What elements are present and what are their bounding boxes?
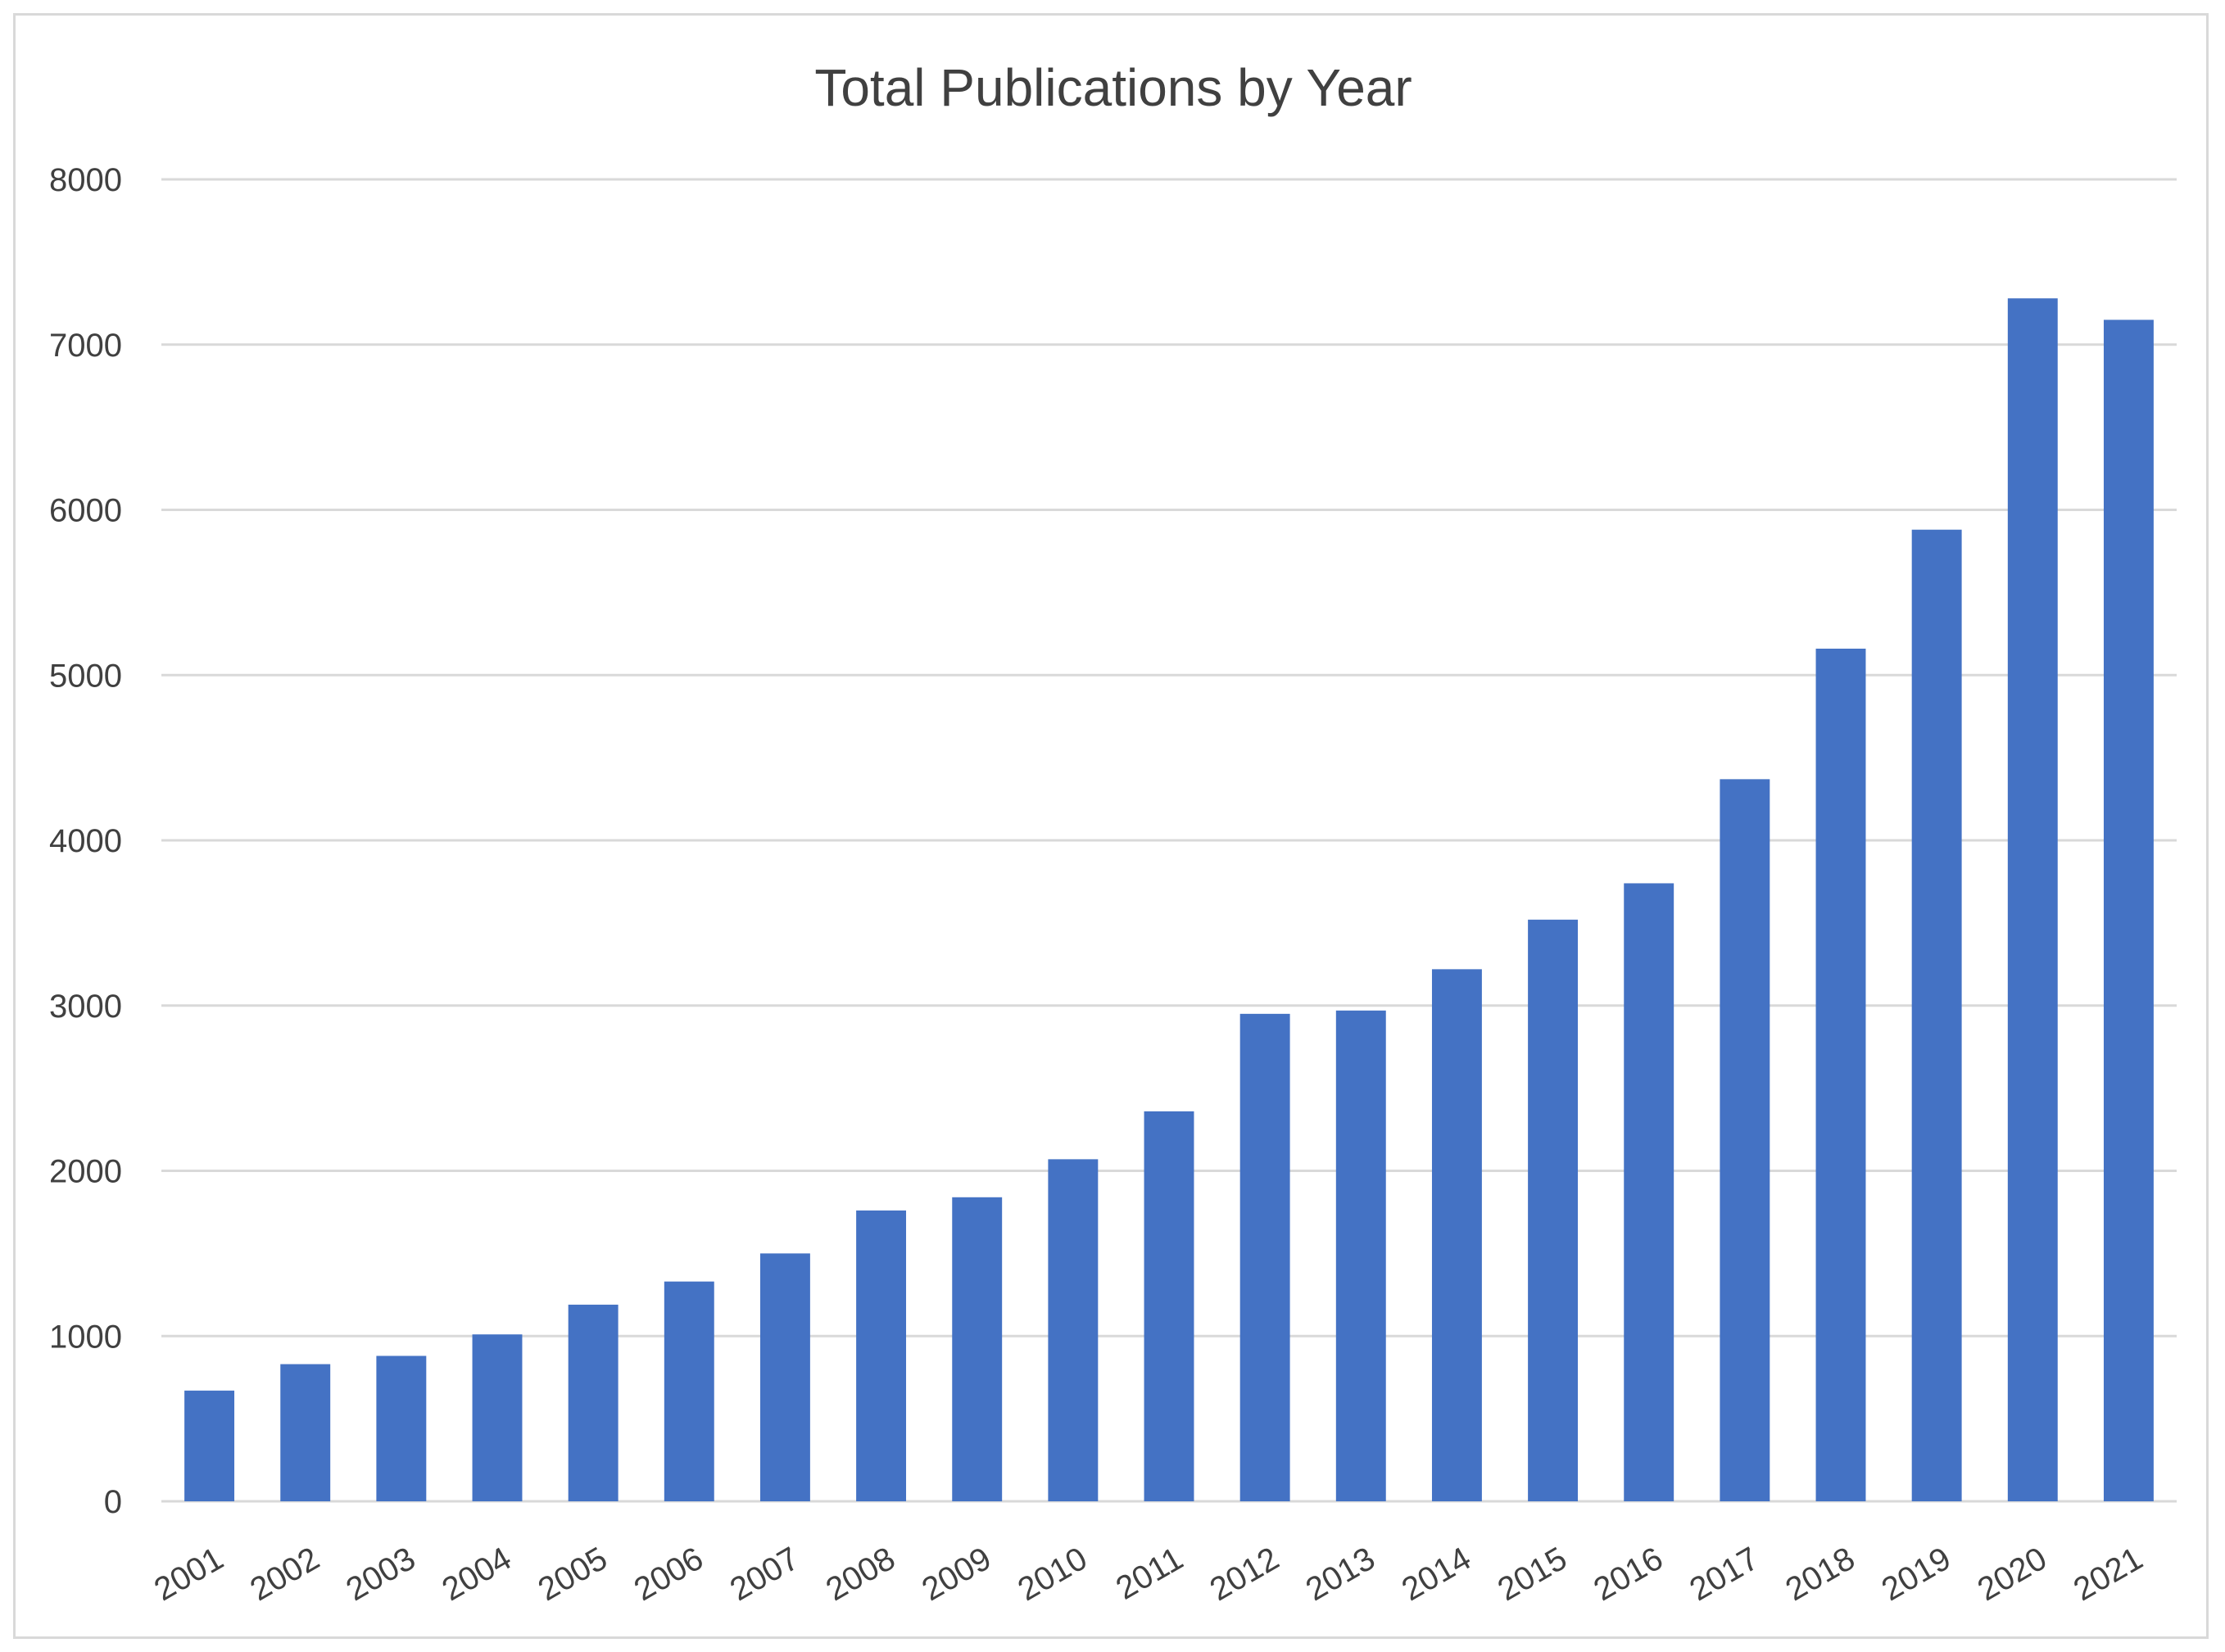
y-tick-label: 5000 [49, 658, 122, 694]
bar-2002 [280, 1364, 331, 1501]
y-tick-label: 4000 [49, 823, 122, 859]
x-tick-label: 2009 [916, 1541, 997, 1609]
x-tick-label: 2015 [1492, 1541, 1573, 1609]
y-tick-label: 8000 [49, 162, 122, 198]
y-tick-label: 0 [104, 1484, 122, 1520]
x-tick-label: 2020 [1972, 1541, 2053, 1609]
bar-2020 [2007, 298, 2058, 1501]
y-axis-ticks: 0 1000 2000 3000 4000 5000 6000 7000 8000 [49, 162, 122, 1520]
bar-2003 [376, 1356, 427, 1501]
y-tick-label: 6000 [49, 493, 122, 529]
bar-2014 [1431, 969, 1482, 1501]
bar-2021 [2103, 319, 2154, 1501]
x-tick-label: 2011 [1110, 1541, 1189, 1607]
x-tick-label: 2016 [1588, 1541, 1669, 1609]
bar-2004 [472, 1334, 523, 1501]
x-tick-label: 2012 [1204, 1541, 1285, 1609]
bar-chart: Total Publications by Year 0 1000 2000 3000… [49, 58, 2177, 1609]
chart-title: Total Publications by Year [814, 58, 1412, 117]
x-tick-label: 2004 [436, 1541, 517, 1609]
x-tick-label: 2003 [340, 1541, 421, 1609]
x-tick-label: 2018 [1779, 1541, 1860, 1609]
bars [184, 298, 2154, 1502]
x-axis-ticks: 2001 2002 2003 2004 2005 2006 2007 2008 2009 2010… [148, 1541, 2149, 1609]
bar-2012 [1239, 1013, 1290, 1501]
bar-2019 [1911, 529, 1962, 1502]
bar-2007 [759, 1253, 810, 1501]
x-tick-label: 2010 [1012, 1541, 1093, 1609]
x-tick-label: 2005 [532, 1541, 614, 1609]
x-tick-label: 2001 [148, 1541, 229, 1609]
bar-2009 [952, 1197, 1003, 1501]
bar-2013 [1335, 1010, 1386, 1501]
bar-2008 [856, 1210, 907, 1501]
bar-2006 [664, 1281, 714, 1501]
x-tick-label: 2017 [1683, 1541, 1765, 1609]
x-tick-label: 2013 [1300, 1541, 1381, 1609]
x-tick-label: 2007 [724, 1541, 805, 1609]
bar-2001 [184, 1390, 235, 1501]
bar-2015 [1528, 919, 1579, 1501]
bar-2010 [1048, 1159, 1099, 1501]
y-tick-label: 2000 [49, 1154, 122, 1190]
chart-frame: Total Publications by Year 0 1000 2000 3000… [13, 13, 2209, 1639]
bar-2017 [1720, 779, 1770, 1501]
x-tick-label: 2008 [820, 1541, 901, 1609]
bar-2005 [568, 1304, 619, 1501]
bar-2018 [1815, 648, 1866, 1501]
x-tick-label: 2021 [2068, 1541, 2149, 1609]
y-tick-label: 7000 [49, 328, 122, 364]
x-tick-label: 2019 [1876, 1541, 1957, 1609]
y-tick-label: 3000 [49, 989, 122, 1025]
y-tick-label: 1000 [49, 1319, 122, 1355]
bar-2016 [1624, 883, 1674, 1501]
bar-2011 [1144, 1111, 1194, 1501]
x-tick-label: 2014 [1396, 1541, 1477, 1609]
x-tick-label: 2002 [244, 1541, 325, 1609]
x-tick-label: 2006 [628, 1541, 709, 1609]
